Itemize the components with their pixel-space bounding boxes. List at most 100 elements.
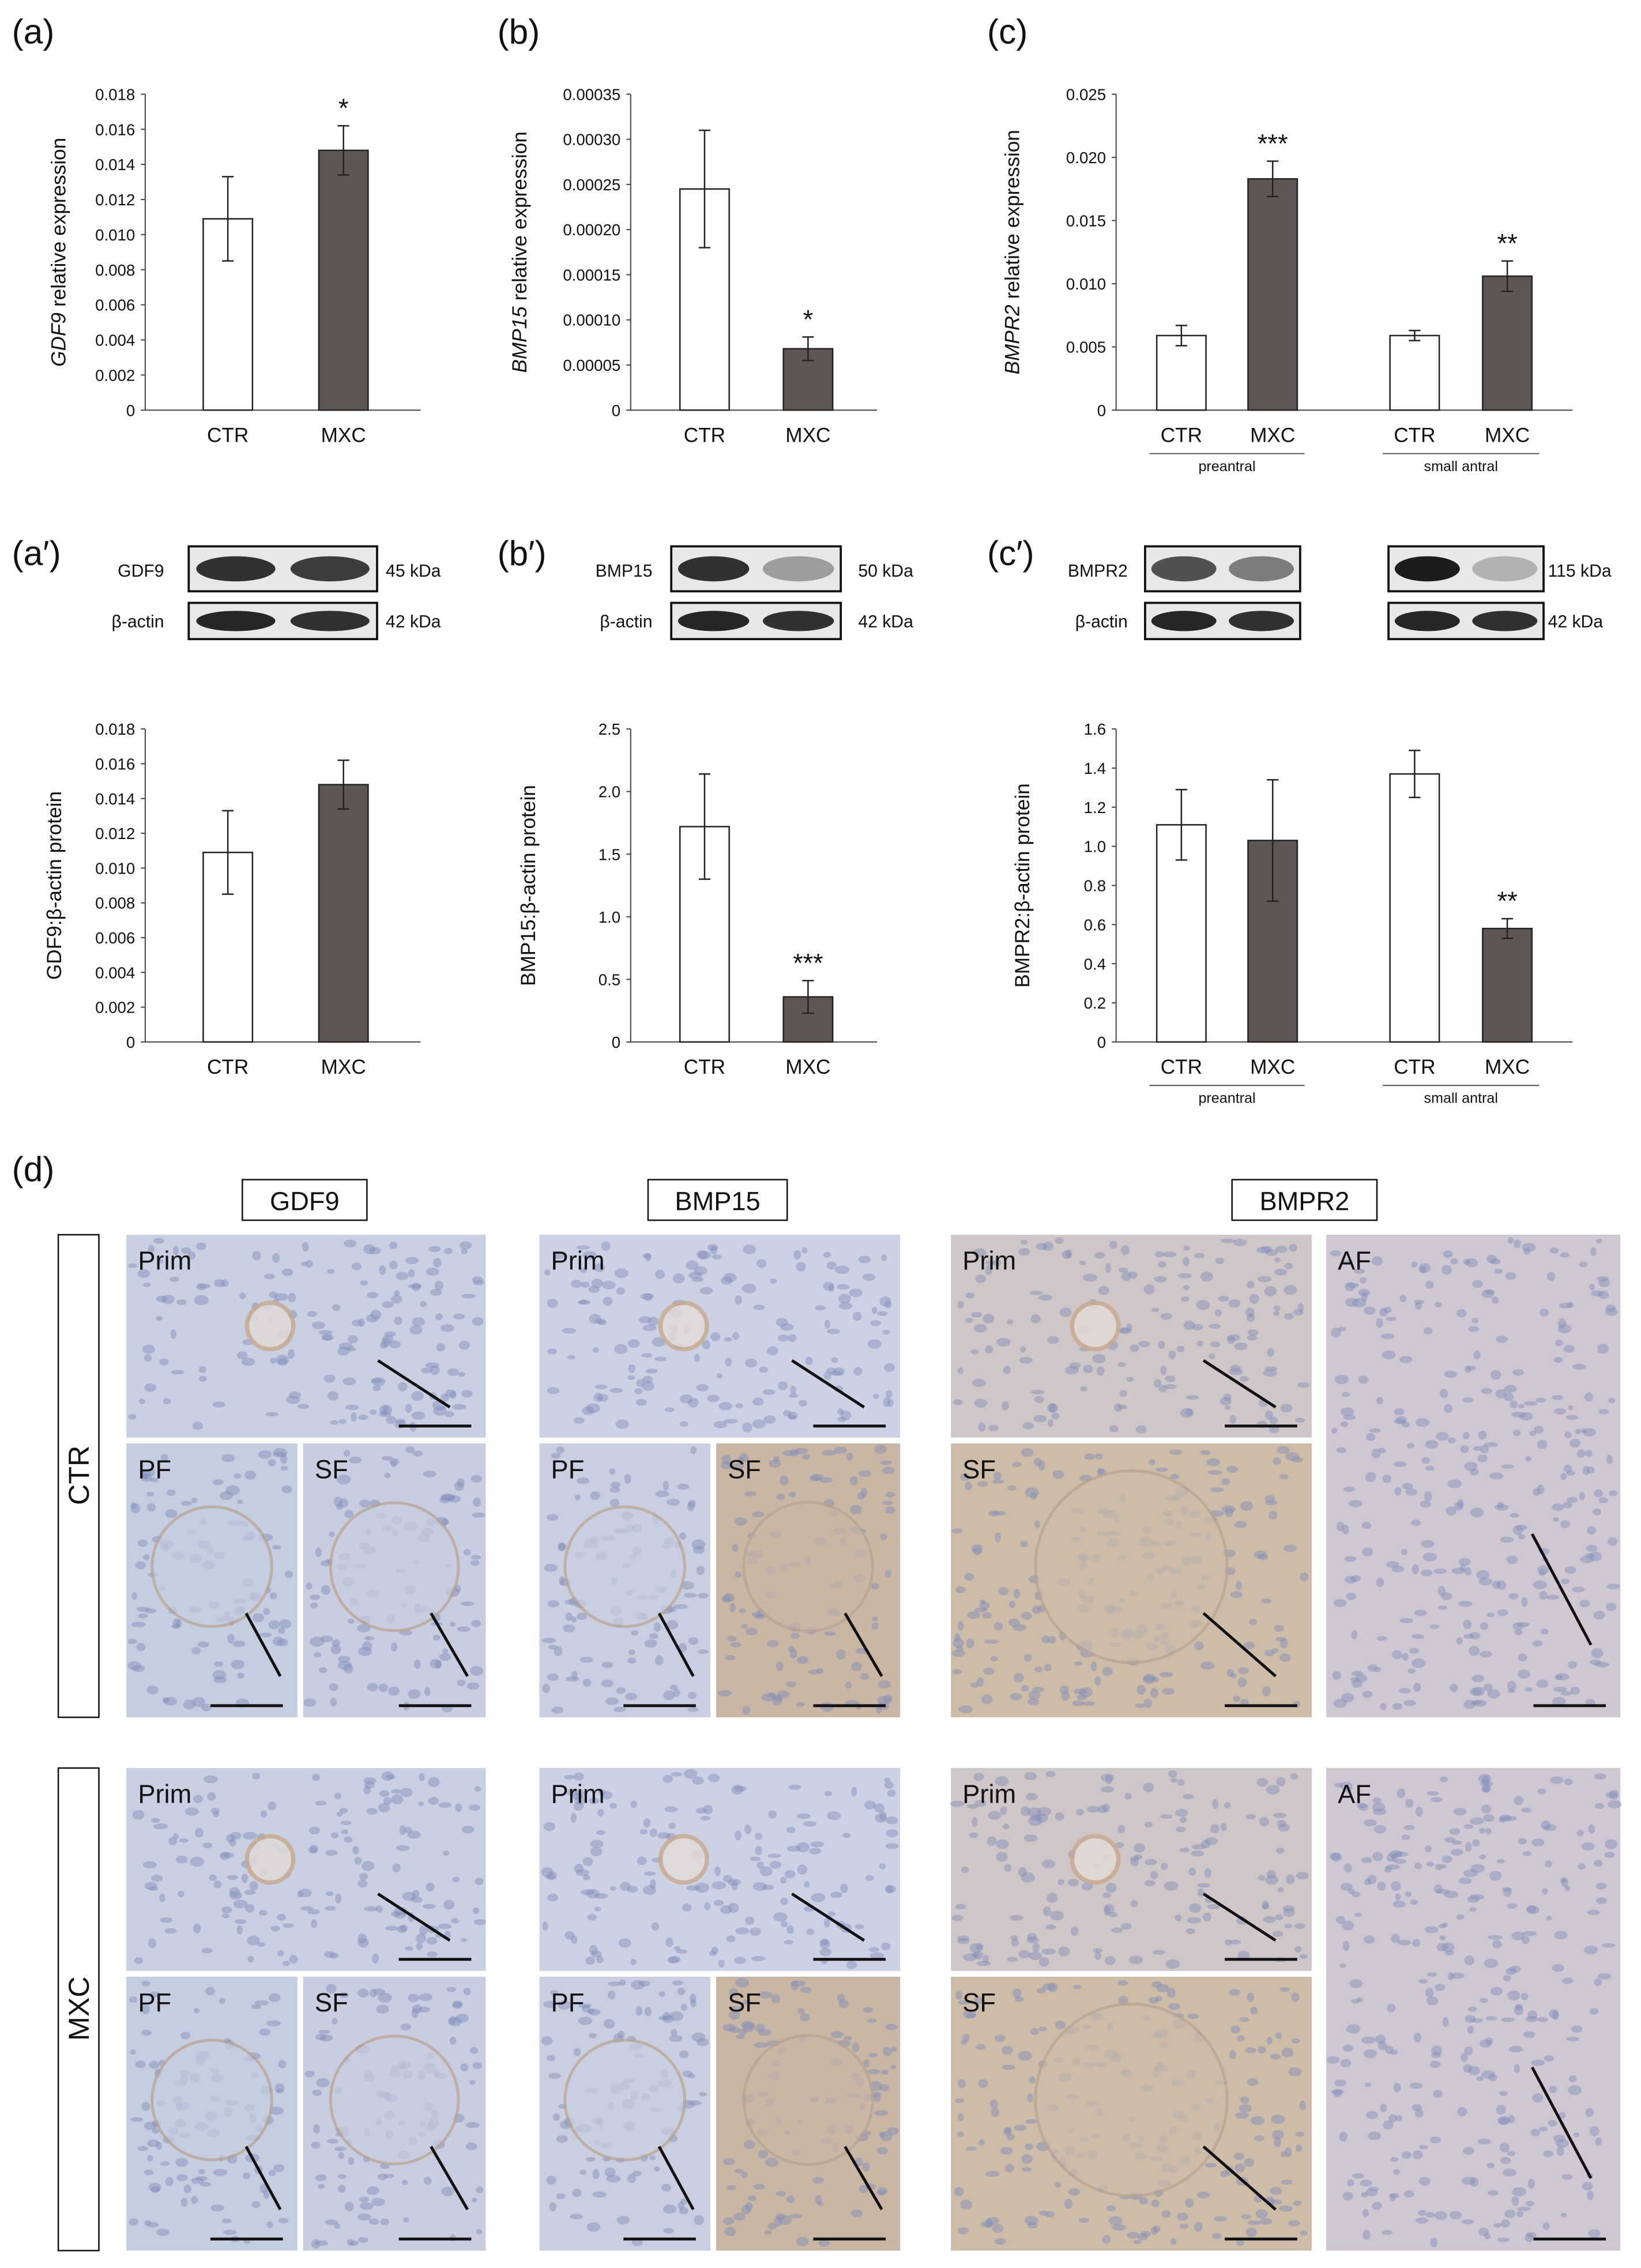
- nucleus: [849, 1288, 863, 1297]
- nucleus: [788, 1784, 801, 1790]
- nucleus: [1221, 1478, 1230, 1485]
- nucleus: [771, 1994, 781, 2003]
- nucleus: [728, 1902, 739, 1913]
- nucleus: [1061, 1691, 1070, 1701]
- nucleus: [882, 1466, 895, 1475]
- nucleus: [676, 1949, 688, 1954]
- nucleus: [1279, 1474, 1289, 1480]
- nucleus: [1405, 1891, 1412, 1897]
- nucleus: [1143, 1782, 1154, 1792]
- nucleus: [1467, 2006, 1477, 2012]
- nucleus: [1023, 1653, 1032, 1662]
- nucleus: [731, 1880, 738, 1891]
- nucleus: [337, 1660, 352, 1671]
- nucleus: [1608, 1397, 1616, 1404]
- nucleus: [807, 1669, 820, 1675]
- nucleus: [1047, 1336, 1059, 1344]
- nucleus: [1048, 1403, 1057, 1413]
- nucleus: [1002, 1823, 1010, 1830]
- nucleus: [137, 2146, 148, 2151]
- nucleus: [1397, 1939, 1412, 1946]
- nucleus: [1534, 1426, 1544, 1434]
- nucleus: [1188, 1867, 1196, 1876]
- nucleus: [1143, 1698, 1153, 1708]
- nucleus: [955, 1586, 966, 1594]
- nucleus: [1055, 1237, 1064, 1244]
- nucleus: [1444, 1890, 1459, 1898]
- nucleus: [658, 2015, 668, 2021]
- nucleus: [1484, 2232, 1491, 2240]
- nucleus: [794, 1447, 808, 1455]
- nucleus: [1168, 2003, 1180, 2010]
- nucleus: [382, 1334, 394, 1344]
- nucleus: [1284, 1923, 1293, 1929]
- nucleus: [974, 1398, 988, 1408]
- nucleus: [1508, 2115, 1515, 2124]
- nucleus: [1399, 1618, 1414, 1623]
- nucleus: [1266, 2036, 1273, 2045]
- nucleus: [352, 1846, 359, 1855]
- nucleus: [1533, 1580, 1548, 1590]
- nucleus: [707, 1774, 720, 1782]
- nucleus: [1519, 1412, 1533, 1421]
- nucleus: [1194, 2222, 1203, 2232]
- arrow: [244, 2146, 282, 2210]
- nucleus: [1109, 1425, 1119, 1432]
- nucleus: [180, 1500, 193, 1506]
- nucleus: [1026, 1793, 1038, 1801]
- nucleus: [1444, 1950, 1454, 1955]
- nucleus: [624, 1692, 638, 1701]
- nucleus: [1011, 1938, 1019, 1947]
- nucleus: [635, 1398, 647, 1406]
- nucleus: [1541, 1820, 1551, 1830]
- y-tick-label: 0: [126, 1033, 135, 1051]
- nucleus: [1229, 1989, 1241, 1996]
- nucleus: [1424, 1926, 1439, 1934]
- nucleus: [1027, 1933, 1037, 1941]
- nucleus: [144, 1882, 157, 1890]
- nucleus: [1518, 1838, 1527, 1845]
- nucleus: [858, 1470, 872, 1477]
- nucleus: [718, 1959, 725, 1968]
- nucleus: [1461, 2219, 1474, 2225]
- nucleus: [213, 1676, 227, 1683]
- nucleus: [1581, 1842, 1595, 1850]
- bar: [318, 784, 369, 1043]
- nucleus: [430, 1366, 440, 1375]
- nucleus: [1532, 1640, 1542, 1647]
- nucleus: [1044, 1664, 1052, 1672]
- nucleus: [1185, 1928, 1195, 1934]
- significance-label: *: [803, 304, 814, 334]
- nucleus: [1522, 1931, 1537, 1936]
- nucleus: [1247, 1329, 1259, 1336]
- nucleus: [404, 1827, 412, 1834]
- nucleus: [1485, 1827, 1492, 1835]
- nucleus: [405, 1946, 413, 1951]
- error-bar: [1409, 329, 1421, 341]
- nucleus: [198, 1366, 207, 1374]
- nucleus: [1226, 1465, 1239, 1473]
- nucleus: [638, 1980, 651, 1987]
- nucleus: [1042, 1906, 1051, 1917]
- nucleus: [1245, 2227, 1257, 2237]
- nucleus: [976, 1961, 991, 1966]
- nucleus: [438, 1802, 452, 1808]
- nucleus: [1354, 1912, 1363, 1917]
- nucleus: [823, 1281, 834, 1291]
- nucleus: [156, 2228, 170, 2236]
- nucleus: [614, 1344, 628, 1354]
- nucleus: [1143, 1676, 1156, 1682]
- nucleus: [608, 1981, 622, 1987]
- nucleus: [723, 1593, 735, 1602]
- nucleus: [399, 1825, 407, 1836]
- nucleus: [541, 1867, 554, 1878]
- x-tick-label: MXC: [1250, 424, 1295, 446]
- nucleus: [1469, 1907, 1477, 1912]
- y-tick-label: 0.00020: [563, 221, 620, 239]
- nucleus: [1393, 1461, 1407, 1467]
- nucleus: [951, 1528, 963, 1534]
- nucleus: [1560, 1472, 1567, 1480]
- blot-band: [1229, 556, 1294, 582]
- nucleus: [788, 1412, 799, 1420]
